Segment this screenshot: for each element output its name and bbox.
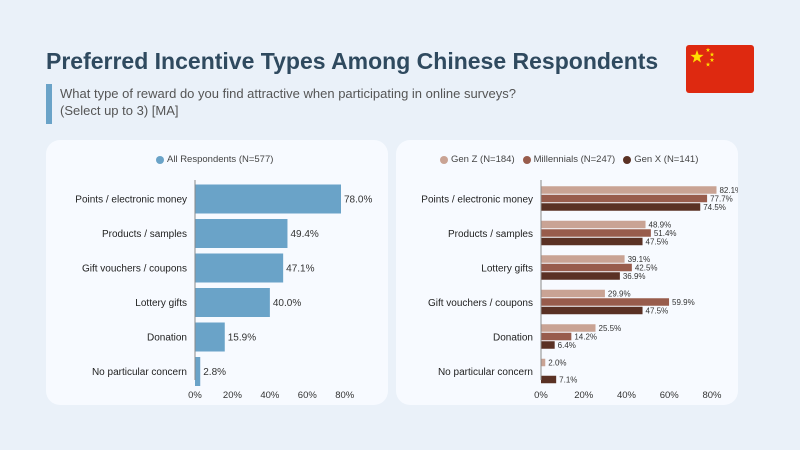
left-chart-legend: All Respondents (N=577) [156, 154, 273, 165]
generation-chart-panel: Gen Z (N=184) Millennials (N=247) Gen X … [396, 140, 738, 405]
legend-item-gen-x: Gen X (N=141) [623, 154, 698, 165]
legend-dot-gen-x [623, 155, 632, 164]
data-label: 48.9% [649, 220, 672, 229]
bar [541, 194, 708, 203]
data-label: 39.1% [628, 255, 651, 264]
data-label: 47.5% [646, 306, 669, 315]
x-tick-label: 60% [298, 390, 318, 401]
bar [541, 375, 557, 384]
x-tick-label: 60% [660, 390, 680, 401]
data-label: 15.9% [228, 333, 256, 344]
page-subtitle: What type of reward do you find attracti… [60, 85, 516, 119]
legend-dot-gen-z [440, 155, 448, 164]
bar [541, 220, 646, 229]
all-respondents-bar-chart: 0% 20% 40% 60% 80% Points / electronic money 7… [75, 180, 372, 401]
all-respondents-chart-panel: All Respondents (N=577) 0% 20% 40% 60% 80% Po… [46, 140, 388, 405]
legend-item-all-respondents: All Respondents (N=577) [156, 154, 273, 165]
category-label: Gift vouchers / coupons [82, 264, 187, 275]
bar [541, 306, 643, 315]
legend-dot-millennials [522, 155, 531, 164]
x-tick-label: 20% [223, 390, 243, 401]
category-label: Gift vouchers / coupons [428, 298, 533, 309]
legend-item-gen-z: Gen Z (N=184) [440, 154, 515, 165]
bar [195, 357, 201, 386]
data-label: 51.4% [654, 229, 677, 238]
data-label: 7.1% [559, 375, 577, 384]
data-label: 6.4% [558, 341, 576, 350]
data-label: 29.9% [608, 289, 631, 298]
x-tick-label: 0% [188, 390, 202, 401]
bar [541, 237, 643, 246]
data-label: 47.5% [646, 237, 669, 246]
category-label: Donation [493, 333, 533, 344]
data-label: 59.9% [672, 298, 695, 307]
x-tick-label: 40% [260, 390, 280, 401]
category-label: Lottery gifts [135, 298, 187, 309]
x-tick-label: 20% [574, 390, 594, 401]
data-label: 82.1% [719, 186, 738, 195]
legend-dot-all-respondents [156, 155, 164, 164]
subtitle-accent-bar [46, 84, 52, 124]
data-label: 2.0% [548, 358, 566, 367]
category-label: Donation [147, 333, 187, 344]
subtitle-line-2: (Select up to 3) [MA] [60, 103, 179, 118]
bar [195, 253, 284, 283]
flag-small-star [709, 57, 715, 62]
data-label: 2.8% [203, 367, 226, 378]
category-label: Products / samples [102, 229, 187, 240]
data-label: 74.5% [703, 203, 726, 212]
bar [541, 186, 717, 194]
china-flag-stars [690, 47, 715, 67]
bar [541, 255, 625, 263]
x-tick-label: 0% [534, 390, 548, 401]
data-label: 14.2% [574, 332, 597, 341]
bar [541, 358, 546, 367]
data-label: 77.7% [710, 194, 733, 203]
bar [541, 263, 632, 272]
legend-label-all-respondents: All Respondents (N=577) [167, 154, 274, 165]
data-label: 36.9% [623, 272, 646, 281]
right-chart-legend: Gen Z (N=184) Millennials (N=247) Gen X … [440, 154, 698, 165]
bar [541, 341, 555, 349]
china-flag-icon [686, 45, 754, 93]
data-label: 78.0% [344, 195, 372, 206]
bar [541, 272, 620, 280]
bar [541, 229, 651, 237]
category-label: Points / electronic money [421, 195, 533, 206]
flag-large-star [690, 50, 704, 63]
category-label: No particular concern [92, 367, 187, 378]
bar [541, 332, 572, 341]
x-tick-label: 40% [617, 390, 637, 401]
data-label: 42.5% [635, 263, 658, 272]
flag-small-star [705, 47, 711, 52]
bar [195, 219, 288, 248]
x-tick-label: 80% [702, 390, 722, 401]
data-label: 47.1% [286, 264, 314, 275]
bar [541, 289, 605, 298]
legend-item-millennials: Millennials (N=247) [522, 154, 616, 165]
data-label: 25.5% [599, 324, 622, 333]
category-label: Points / electronic money [75, 195, 187, 206]
flag-small-star [705, 62, 711, 67]
bar [195, 322, 225, 352]
category-label: Products / samples [448, 229, 533, 240]
category-label: Lottery gifts [481, 264, 533, 275]
bar [541, 324, 596, 332]
page-title: Preferred Incentive Types Among Chinese … [46, 48, 659, 74]
legend-label-gen-z: Gen Z (N=184) [451, 154, 515, 165]
legend-label-gen-x: Gen X (N=141) [634, 154, 699, 165]
bar [541, 203, 701, 211]
data-label: 49.4% [290, 229, 318, 240]
bar [195, 288, 270, 317]
x-tick-label: 80% [335, 390, 355, 401]
bar [195, 184, 341, 214]
bar [541, 298, 670, 306]
subtitle-line-1: What type of reward do you find attracti… [60, 86, 516, 101]
category-label: No particular concern [438, 367, 533, 378]
generation-grouped-bar-chart: 0% 20% 40% 60% 80% Points / electronic money 8… [421, 180, 738, 401]
flag-small-star [709, 52, 715, 57]
data-label: 40.0% [273, 298, 301, 309]
legend-label-millennials: Millennials (N=247) [533, 154, 616, 165]
